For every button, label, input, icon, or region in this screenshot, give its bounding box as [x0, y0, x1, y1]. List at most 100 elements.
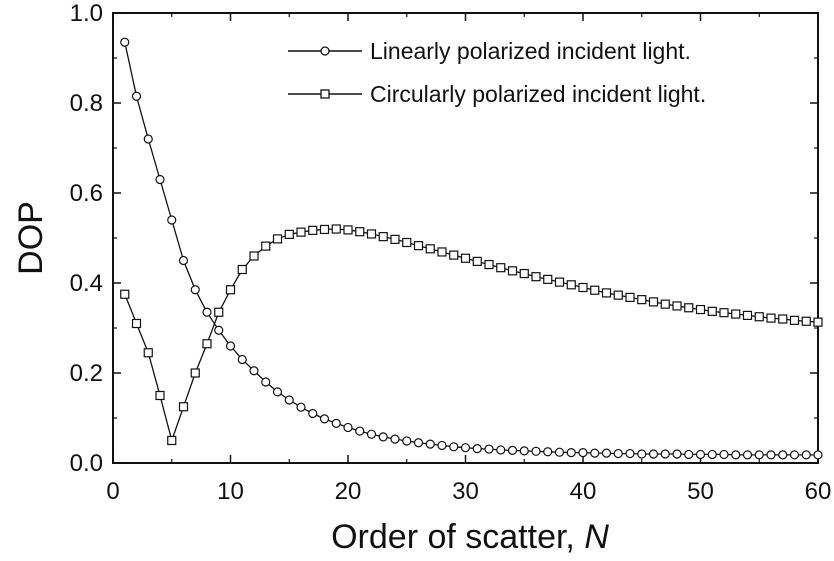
- data-point-linear: [366, 429, 377, 439]
- data-point-circular: [343, 225, 353, 235]
- data-point-circular: [472, 256, 482, 266]
- data-point-circular: [778, 314, 788, 324]
- data-point-circular: [554, 277, 565, 287]
- data-point-linear: [390, 434, 400, 444]
- x-axis-title: Order of scatter, N: [331, 518, 609, 556]
- data-point-linear: [225, 341, 236, 351]
- data-point-linear: [813, 450, 823, 460]
- data-point-linear: [531, 446, 541, 456]
- x-axis-title-text: Order of scatter,: [331, 518, 584, 556]
- data-point-linear: [202, 307, 212, 317]
- data-point-circular: [143, 348, 153, 358]
- data-point-circular: [660, 299, 670, 309]
- data-point-circular: [695, 304, 706, 315]
- data-point-circular: [813, 317, 823, 327]
- data-point-linear: [601, 448, 612, 458]
- axis-ticks: 0 10 20 30 40 50 60 0.0 0.2 0.4 0.6 0.8 1.0: [70, 0, 832, 505]
- data-point-linear: [625, 448, 635, 459]
- data-point-circular: [684, 303, 694, 313]
- data-point-linear: [484, 444, 494, 454]
- data-point-linear: [766, 450, 776, 460]
- data-point-linear: [742, 450, 753, 460]
- series-layer: [120, 37, 823, 460]
- data-point-linear: [131, 91, 142, 101]
- data-point-circular: [167, 435, 177, 446]
- data-point-circular: [449, 250, 459, 260]
- data-point-linear: [425, 439, 435, 449]
- x-tick-label: 10: [217, 478, 244, 505]
- data-point-circular: [566, 280, 576, 290]
- data-point-linear: [437, 440, 447, 451]
- data-point-linear: [554, 447, 565, 457]
- data-point-circular: [731, 309, 741, 319]
- data-point-circular: [578, 282, 588, 293]
- legend-label-linear: Linearly polarized incident light.: [370, 38, 691, 64]
- data-point-circular: [484, 259, 494, 270]
- data-point-circular: [707, 306, 717, 316]
- data-point-circular: [355, 227, 365, 237]
- data-point-linear: [507, 445, 518, 455]
- data-point-circular: [402, 237, 412, 248]
- data-point-linear: [590, 448, 600, 458]
- data-point-circular: [719, 308, 729, 318]
- data-point-circular: [496, 263, 506, 273]
- data-point-linear: [378, 432, 388, 442]
- data-point-linear: [214, 325, 224, 335]
- data-point-linear: [684, 449, 694, 460]
- data-point-circular: [202, 339, 212, 349]
- data-point-linear: [331, 418, 341, 428]
- data-point-circular: [190, 368, 200, 378]
- data-point-circular: [590, 285, 600, 295]
- data-point-circular: [601, 288, 612, 298]
- data-point-linear: [519, 446, 529, 456]
- data-point-linear: [413, 438, 424, 448]
- series-line-circular: [124, 228, 819, 443]
- data-point-linear: [272, 387, 283, 397]
- data-point-linear: [778, 450, 788, 460]
- data-point-circular: [131, 318, 142, 329]
- data-point-linear: [754, 450, 764, 460]
- data-point-circular: [672, 301, 682, 311]
- data-point-linear: [296, 402, 306, 412]
- data-point-linear: [355, 426, 365, 436]
- y-tick-label: 0.4: [70, 270, 103, 297]
- data-point-circular: [214, 307, 224, 317]
- data-point-linear: [637, 449, 647, 459]
- data-point-linear: [261, 377, 271, 387]
- legend-marker-circular: [320, 89, 330, 99]
- y-tick-label: 0.0: [70, 450, 103, 477]
- y-tick-label: 1.0: [70, 0, 103, 27]
- data-point-circular: [425, 244, 435, 254]
- data-point-linear: [308, 408, 318, 419]
- data-point-circular: [272, 234, 283, 244]
- data-point-linear: [719, 449, 729, 460]
- x-tick-label: 20: [335, 478, 362, 505]
- data-point-linear: [789, 450, 800, 460]
- data-point-circular: [437, 247, 447, 257]
- data-point-linear: [449, 442, 459, 452]
- data-point-circular: [155, 390, 165, 401]
- data-point-circular: [519, 268, 529, 279]
- data-point-circular: [331, 224, 341, 234]
- data-point-circular: [801, 316, 811, 326]
- data-point-circular: [413, 241, 424, 251]
- y-tick-label: 0.6: [70, 180, 103, 207]
- data-point-circular: [120, 289, 130, 299]
- data-point-linear: [249, 366, 259, 376]
- y-tick-label: 0.8: [70, 90, 103, 117]
- data-point-circular: [789, 315, 800, 325]
- data-point-circular: [378, 232, 388, 242]
- data-point-linear: [695, 449, 706, 460]
- data-point-linear: [543, 447, 553, 457]
- data-point-circular: [366, 229, 377, 239]
- data-point-circular: [225, 285, 236, 295]
- data-point-circular: [754, 312, 764, 322]
- data-point-linear: [707, 449, 717, 460]
- data-point-linear: [578, 448, 588, 458]
- data-point-linear: [660, 449, 670, 459]
- data-point-circular: [507, 266, 518, 276]
- data-point-circular: [613, 290, 623, 300]
- data-point-circular: [742, 310, 753, 320]
- data-point-linear: [801, 450, 811, 460]
